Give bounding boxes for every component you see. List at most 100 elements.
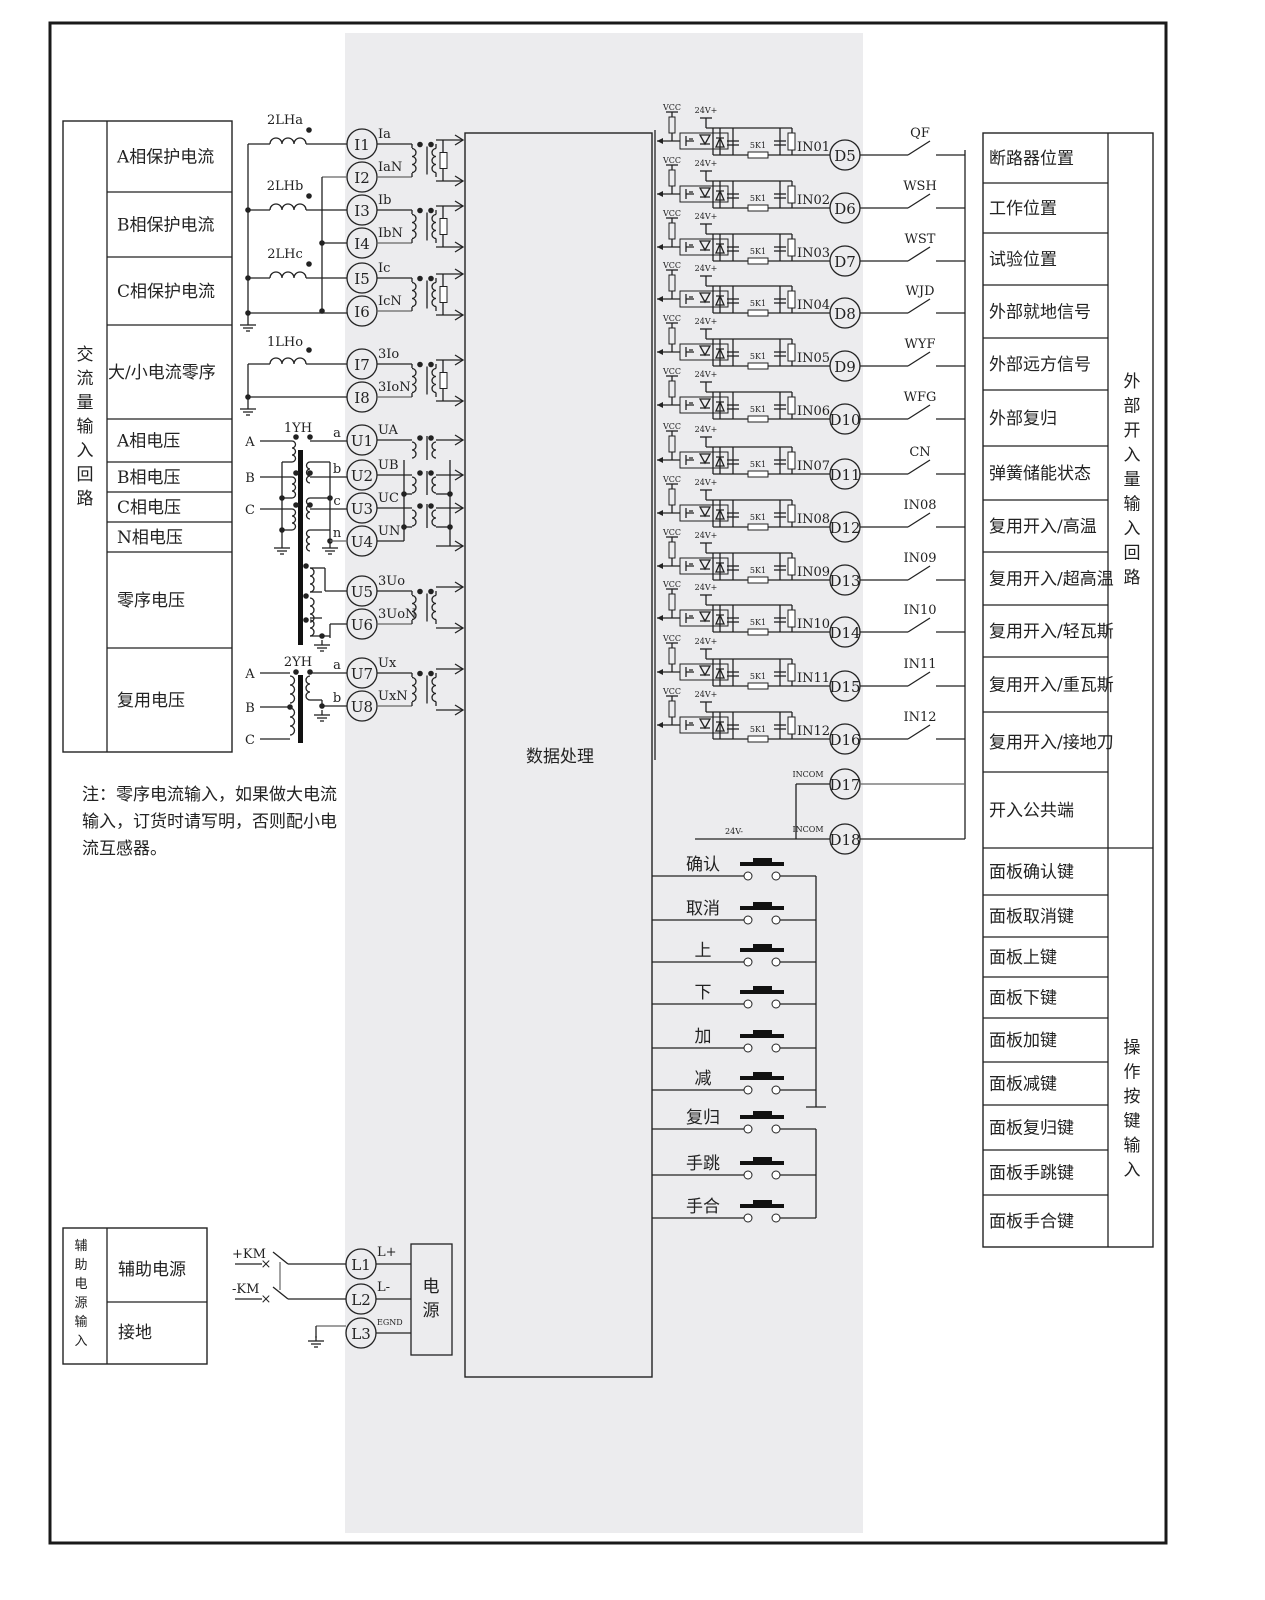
supply-label: 24V+	[695, 478, 718, 487]
phase-label: C	[245, 733, 255, 748]
button-label: 加	[695, 1027, 712, 1047]
digital-input-terminal-label: D14	[829, 624, 860, 642]
power-terminal-label: L3	[351, 1325, 371, 1343]
resistor-icon	[787, 185, 796, 204]
arrow-icon	[657, 457, 663, 463]
input-name-label: IN10	[797, 617, 830, 632]
junction-dot	[306, 127, 312, 133]
junction-dot	[319, 633, 325, 639]
coil-icon	[431, 594, 437, 621]
junction-dot	[293, 502, 299, 508]
resistor-icon	[787, 609, 796, 628]
note-line: 流互感器。	[82, 839, 167, 859]
junction-dot	[417, 275, 423, 282]
ac-input-group-label: 路	[77, 489, 94, 509]
switch-contact-icon	[907, 246, 931, 262]
arrow-icon	[454, 268, 465, 280]
aux-power-row-label: 辅助电源	[118, 1260, 186, 1280]
pushbutton-icon	[753, 858, 772, 863]
button-label: 取消	[686, 899, 720, 919]
arrow-icon	[657, 296, 663, 302]
phase-label: A	[244, 667, 255, 682]
external-input-group-label: 输	[1124, 495, 1141, 515]
resistor-icon	[787, 238, 796, 257]
aux-power-group-label: 助	[74, 1258, 87, 1273]
pushbutton-icon	[740, 1115, 784, 1119]
external-input-row-label: 弹簧储能状态	[989, 464, 1091, 484]
key-input-row-label: 面板加键	[989, 1031, 1057, 1051]
current-signal-label: Ic	[378, 261, 390, 276]
supply-label: -KM	[232, 1282, 259, 1297]
phototransistor-icon	[685, 400, 694, 410]
note-line: 输入，订货时请写明，否则配小电	[82, 812, 337, 832]
pushbutton-icon	[753, 1157, 772, 1162]
resistor-icon	[439, 218, 448, 235]
contact-icon	[743, 1043, 753, 1053]
arrow-icon	[454, 704, 465, 716]
junction-dot	[287, 704, 293, 710]
aux-power-group-label: 源	[74, 1296, 87, 1311]
external-input-group-label: 部	[1124, 397, 1141, 417]
pushbutton-icon	[753, 1200, 772, 1205]
button-label: 确认	[686, 855, 720, 875]
resistor-icon	[747, 204, 769, 212]
power-terminal-label: L2	[351, 1291, 371, 1309]
external-input-row-label: 复用开入/超高温	[989, 570, 1114, 590]
ct-label: 2LHa	[267, 113, 303, 128]
pushbutton-icon	[753, 1030, 772, 1035]
resistor-icon	[787, 451, 796, 470]
button-label: 上	[695, 941, 712, 961]
contact-label: WSH	[903, 179, 937, 194]
current-terminal-label: I2	[354, 169, 369, 187]
breaker-x-icon: ×	[261, 1257, 272, 1272]
ac-input-group-label: 回	[77, 465, 94, 485]
junction-dot	[307, 502, 313, 508]
switch-contact-icon	[907, 298, 931, 314]
voltage-signal-label: UN	[378, 524, 400, 539]
switch-contact-icon	[907, 724, 931, 740]
voltage-signal-label: 3UoN	[378, 607, 416, 622]
resistor-icon	[747, 309, 769, 317]
key-input-group-label: 按	[1124, 1087, 1141, 1107]
junction-dot	[319, 308, 325, 314]
contact-icon	[743, 1124, 753, 1134]
arrow-icon	[657, 244, 663, 250]
psu-label-2: 源	[423, 1301, 440, 1321]
phototransistor-icon	[685, 455, 694, 465]
junction-dot	[307, 470, 313, 476]
ac-input-row-label: 复用电压	[117, 691, 185, 711]
switch-contact-icon	[907, 565, 931, 581]
resistor-label: 5K1	[750, 194, 766, 203]
current-terminal-label: I6	[354, 303, 369, 321]
secondary-label: n	[333, 526, 342, 541]
junction-dot	[428, 470, 434, 476]
contact-icon	[771, 1043, 781, 1053]
contact-icon	[743, 1085, 753, 1095]
resistor-icon	[787, 557, 796, 576]
resistor-label: 5K1	[750, 405, 766, 414]
ct-label: 2LHb	[267, 179, 304, 194]
phototransistor-icon	[685, 720, 694, 730]
contact-label: WYF	[905, 337, 936, 352]
ac-input-group-label: 流	[77, 369, 94, 389]
switch-contact-icon	[907, 140, 931, 156]
voltage-signal-label: UB	[378, 458, 399, 473]
aux-power-group-label: 入	[74, 1334, 87, 1349]
secondary-label: c	[333, 494, 340, 509]
resistor-icon	[747, 735, 769, 743]
power-signal-label: EGND	[377, 1318, 403, 1327]
phototransistor-icon	[685, 189, 694, 199]
arrow-icon	[657, 669, 663, 675]
vcc-label: VCC	[662, 475, 681, 484]
resistor-label: 5K1	[750, 299, 766, 308]
led-icon	[698, 134, 712, 146]
junction-dot	[417, 361, 423, 368]
vcc-label: VCC	[662, 261, 681, 270]
secondary-label: a	[333, 658, 341, 673]
aux-power-row-label: 接地	[118, 1323, 152, 1343]
pushbutton-icon	[740, 948, 784, 952]
coil-icon	[411, 476, 417, 494]
junction-dot	[306, 193, 312, 199]
psu-label-1: 电	[423, 1277, 440, 1297]
voltage-terminal-label: U2	[351, 467, 373, 485]
